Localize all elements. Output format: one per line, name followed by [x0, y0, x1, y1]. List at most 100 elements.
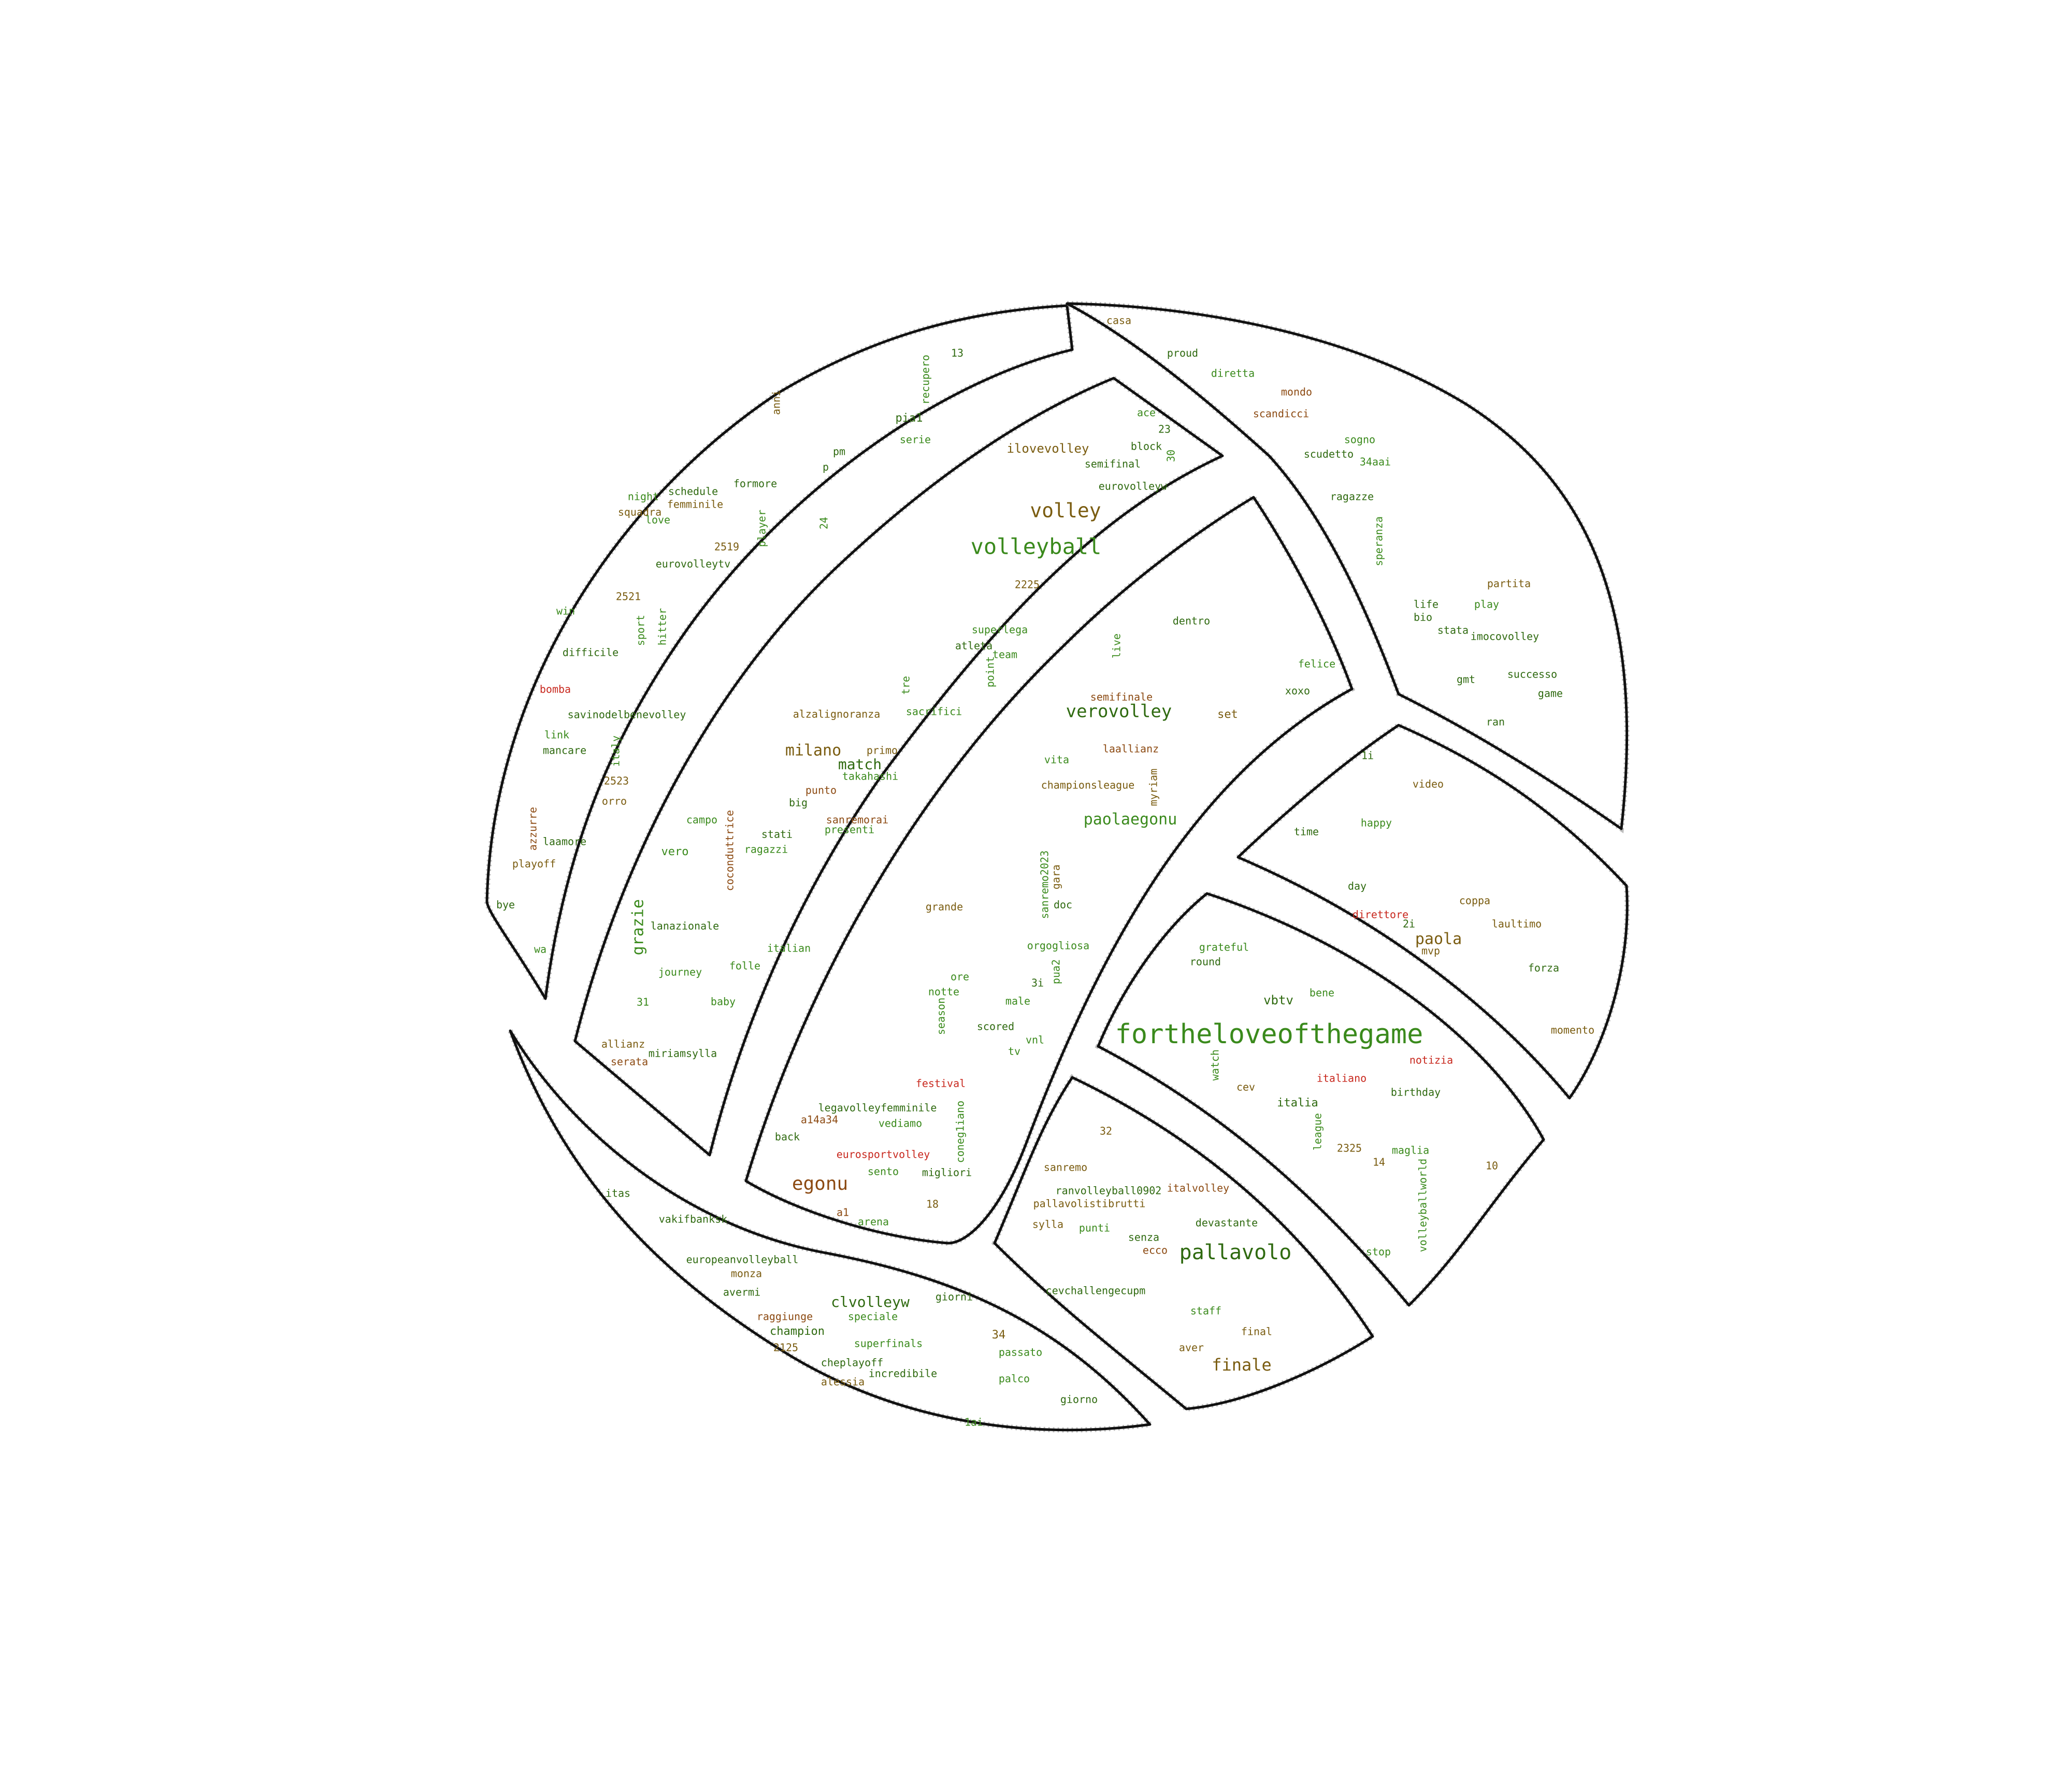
word-19: scandicci: [1253, 408, 1309, 420]
panel-lower-right: [1097, 892, 1545, 1307]
word-143: ragazzi: [744, 843, 788, 856]
word-99: recupero: [919, 355, 932, 405]
word-179: a1: [837, 1206, 849, 1219]
word-189: champion: [770, 1325, 825, 1338]
word-50: semifinale: [1090, 691, 1153, 703]
word-95: staff: [1190, 1305, 1221, 1317]
word-18: mondo: [1281, 386, 1312, 398]
word-89: sylla: [1032, 1218, 1063, 1231]
word-64: laultimo: [1492, 918, 1542, 930]
word-81: league: [1312, 1113, 1324, 1150]
word-191: superfinals: [854, 1337, 923, 1350]
word-91: devastante: [1196, 1217, 1258, 1229]
word-181: itas: [606, 1187, 630, 1200]
word-60: day: [1348, 880, 1366, 892]
word-layer: fortheloveofthegame volleyball volley palla…: [496, 314, 1594, 1429]
ball-panels: [484, 301, 1630, 1433]
word-160: pua2: [1050, 959, 1062, 984]
word-48: felice: [1298, 658, 1335, 670]
word-59: happy: [1361, 817, 1392, 829]
word-24: speranza: [1373, 516, 1385, 566]
word-154: miriamsylla: [649, 1047, 717, 1060]
word-127: azzurre: [527, 807, 539, 851]
word-169: festival: [916, 1077, 966, 1090]
word-148: journey: [658, 966, 702, 978]
word-76: bene: [1310, 987, 1334, 999]
word-170: legavolleyfemminile: [818, 1102, 937, 1114]
word-144: vero: [661, 845, 689, 858]
word-106: schedule: [668, 485, 718, 498]
word-31: gmt: [1457, 673, 1475, 686]
word-123: mancare: [543, 744, 586, 757]
word-187: raggiunge: [757, 1310, 813, 1323]
word-29: stata: [1437, 624, 1469, 637]
word-27: play: [1474, 598, 1499, 611]
word-103: pm: [833, 445, 845, 458]
word-137: punto: [805, 784, 837, 797]
word-96: final: [1241, 1326, 1272, 1338]
word-97: aver: [1179, 1342, 1204, 1354]
word-142: stati: [761, 828, 793, 841]
word-65: mvp: [1421, 945, 1440, 957]
word-168: tv: [1008, 1045, 1020, 1058]
word-112: 24: [818, 517, 830, 529]
word-146: lanazionale: [651, 920, 719, 932]
word-13: vbtv: [1263, 993, 1293, 1007]
word-26: life: [1414, 598, 1438, 611]
word-180: arena: [858, 1216, 889, 1228]
word-6: finale: [1212, 1355, 1272, 1375]
word-78: cev: [1236, 1081, 1255, 1093]
word-161: ore: [951, 971, 969, 983]
word-5: egonu: [792, 1173, 848, 1194]
word-199: 1ai: [965, 1416, 983, 1429]
word-10: match: [838, 756, 882, 773]
word-174: back: [775, 1131, 800, 1143]
word-25: partita: [1487, 578, 1531, 590]
word-90: punti: [1079, 1222, 1110, 1234]
word-163: notte: [928, 986, 959, 998]
word-35: ace: [1137, 407, 1156, 419]
word-136: takahashi: [842, 770, 898, 783]
word-66: forza: [1528, 962, 1559, 974]
word-88: pallavolistibrutti: [1033, 1198, 1146, 1210]
word-193: passato: [999, 1346, 1042, 1359]
word-68: notizia: [1409, 1054, 1453, 1067]
word-7: paola: [1415, 930, 1462, 948]
word-172: vediamo: [879, 1117, 922, 1130]
word-22: 34aai: [1360, 456, 1391, 468]
word-183: europeanvolleyball: [686, 1254, 799, 1266]
word-117: sport: [635, 615, 647, 646]
word-115: 2521: [616, 590, 641, 603]
word-177: migliori: [922, 1166, 972, 1179]
word-153: serata: [611, 1056, 648, 1068]
word-121: savinodelbenevolley: [568, 709, 686, 721]
word-166: scored: [977, 1020, 1014, 1033]
word-36: 23: [1158, 423, 1171, 436]
word-104: p: [823, 461, 829, 473]
word-196: alessia: [821, 1376, 865, 1388]
word-87: italvolley: [1167, 1182, 1229, 1194]
word-56: 1i: [1361, 750, 1374, 762]
word-150: 31: [637, 996, 649, 1009]
word-61: coppa: [1459, 895, 1490, 907]
panel-center: [744, 496, 1354, 1245]
word-152: allianz: [601, 1038, 645, 1050]
word-41: 2225: [1015, 579, 1040, 591]
word-122: link: [544, 729, 569, 741]
word-77: watch: [1209, 1049, 1221, 1081]
word-53: vita: [1044, 754, 1069, 766]
word-94: cevchallengecupm: [1046, 1285, 1146, 1297]
word-151: baby: [711, 996, 736, 1008]
panel-right-middle: [1236, 724, 1629, 1100]
panel-bottom-center: [993, 1076, 1374, 1410]
word-178: 18: [926, 1198, 939, 1211]
word-21: scudetto: [1304, 448, 1354, 460]
word-114: eurovolleytv: [656, 558, 731, 570]
word-155: grande: [926, 901, 963, 913]
word-30: imocovolley: [1471, 630, 1539, 643]
word-51: set: [1217, 708, 1238, 721]
word-0: fortheloveofthegame: [1115, 1019, 1423, 1050]
word-116: win: [556, 605, 575, 617]
